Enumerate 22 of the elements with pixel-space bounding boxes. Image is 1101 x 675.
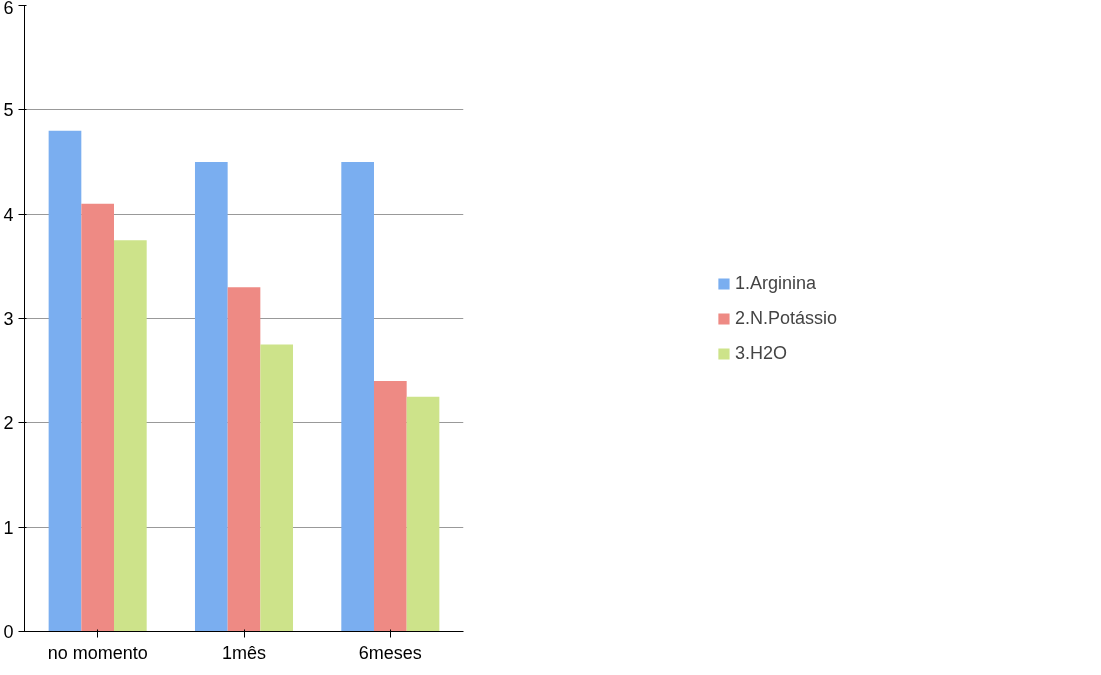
bar	[260, 344, 294, 632]
x-tick-label: 6meses	[358, 642, 422, 663]
x-tick-label: no momento	[47, 642, 148, 663]
y-tick-label: 5	[3, 100, 14, 121]
x-tick-label: 1mês	[221, 642, 267, 663]
legend-label: 1.Arginina	[734, 272, 817, 294]
bar	[341, 162, 374, 632]
y-tick-label: 1	[3, 517, 14, 538]
bar	[81, 203, 115, 632]
y-tick-label: 3	[3, 309, 14, 329]
y-tick-label: 2	[3, 413, 14, 434]
y-tick-label: 6	[3, 0, 14, 18]
y-tick-label: 4	[3, 204, 14, 225]
bar	[194, 162, 228, 632]
bar	[114, 240, 147, 632]
bar	[48, 130, 82, 632]
bar	[406, 396, 440, 632]
bar	[227, 287, 261, 632]
bar	[373, 381, 407, 632]
y-tick-label: 0	[3, 622, 14, 642]
legend-label: 3.H2O	[734, 342, 787, 364]
legend-label: 2.N.Potássio	[734, 307, 838, 329]
